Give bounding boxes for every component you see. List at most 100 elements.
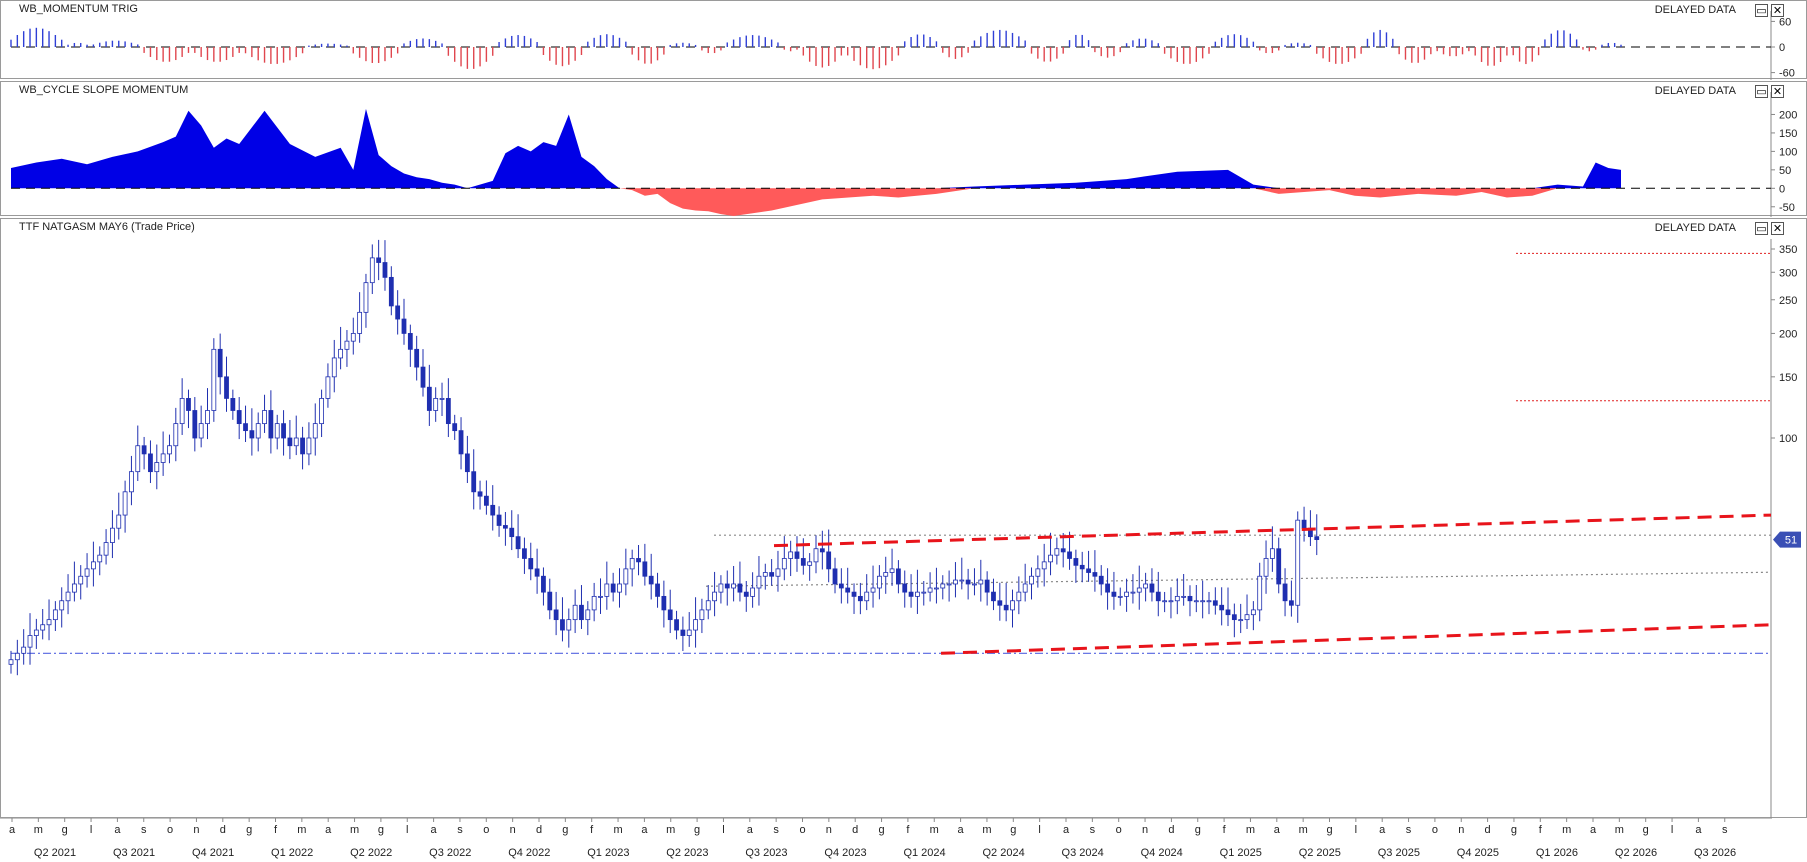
maximize-button[interactable]: ▭ bbox=[1755, 4, 1768, 17]
candle-body bbox=[1086, 568, 1091, 573]
month-label: n bbox=[510, 824, 516, 836]
maximize-button[interactable]: ▭ bbox=[1755, 222, 1768, 235]
candle-body bbox=[851, 591, 857, 597]
quarter-label: Q2 2021 bbox=[34, 847, 76, 859]
candle-body bbox=[395, 305, 401, 320]
month-label: l bbox=[722, 824, 724, 836]
candle-body bbox=[1162, 600, 1168, 603]
delayed-data-label: DELAYED DATA bbox=[1654, 4, 1736, 16]
month-label: g bbox=[62, 824, 68, 836]
quarter-label: Q1 2022 bbox=[271, 847, 313, 859]
maximize-button[interactable]: ▭ bbox=[1755, 85, 1768, 98]
candle-body bbox=[363, 282, 369, 313]
candle-body bbox=[1263, 558, 1269, 577]
quarter-label: Q2 2023 bbox=[666, 847, 708, 859]
candle-body bbox=[1244, 614, 1250, 621]
candle-body bbox=[179, 398, 185, 425]
close-button[interactable]: ✕ bbox=[1771, 85, 1784, 98]
month-label: a bbox=[958, 824, 965, 836]
candle-body bbox=[141, 445, 147, 455]
month-label: o bbox=[167, 824, 173, 836]
candle-body bbox=[243, 423, 248, 432]
candle-body bbox=[490, 504, 496, 516]
candle-body bbox=[471, 471, 477, 493]
month-label: a bbox=[431, 824, 438, 836]
candle-body bbox=[610, 583, 616, 593]
resistance-trendline bbox=[773, 513, 1772, 548]
candle-body bbox=[306, 437, 312, 455]
candle-body bbox=[870, 587, 876, 593]
candle-body bbox=[1035, 568, 1041, 577]
quarter-label: Q2 2025 bbox=[1299, 847, 1341, 859]
candle-body bbox=[1016, 591, 1022, 602]
candle-body bbox=[414, 348, 420, 368]
quarter-label: Q3 2021 bbox=[113, 847, 155, 859]
candle-body bbox=[864, 591, 870, 602]
month-label: l bbox=[1671, 824, 1673, 836]
y-tick-label: 200 bbox=[1779, 109, 1797, 121]
candle-body bbox=[426, 386, 432, 411]
quarter-label: Q4 2025 bbox=[1457, 847, 1499, 859]
candle-body bbox=[1168, 600, 1174, 603]
month-label: m bbox=[930, 824, 939, 836]
month-label: m bbox=[666, 824, 675, 836]
candle-body bbox=[1149, 583, 1155, 593]
candle-body bbox=[1295, 519, 1301, 606]
month-label: a bbox=[1063, 824, 1070, 836]
close-button[interactable]: ✕ bbox=[1771, 4, 1784, 17]
quarter-label: Q1 2026 bbox=[1536, 847, 1578, 859]
quarter-label: Q4 2021 bbox=[192, 847, 234, 859]
month-label: n bbox=[193, 824, 199, 836]
candle-body bbox=[129, 471, 134, 493]
candle-body bbox=[934, 587, 939, 590]
candle-body bbox=[997, 600, 1003, 606]
candle-body bbox=[661, 595, 667, 611]
candle-body bbox=[832, 568, 838, 585]
y-tick-label: 200 bbox=[1779, 328, 1797, 340]
candle-body bbox=[91, 561, 96, 570]
panel-title: WB_CYCLE SLOPE MOMENTUM bbox=[19, 84, 189, 96]
candle-body bbox=[1238, 619, 1244, 622]
month-label: m bbox=[1246, 824, 1255, 836]
candle-body bbox=[1155, 591, 1161, 602]
quarter-label: Q3 2023 bbox=[745, 847, 787, 859]
candle-body bbox=[813, 548, 819, 563]
candle-body bbox=[21, 646, 27, 654]
quarter-label: Q3 2022 bbox=[429, 847, 471, 859]
candle-body bbox=[826, 551, 832, 570]
y-tick-label: 0 bbox=[1779, 42, 1785, 54]
candle-body bbox=[1231, 614, 1237, 621]
candle-body bbox=[781, 558, 787, 570]
candle-body bbox=[1010, 600, 1015, 611]
close-button[interactable]: ✕ bbox=[1771, 222, 1784, 235]
candle-body bbox=[1181, 595, 1187, 598]
candle-body bbox=[84, 568, 90, 577]
month-label: f bbox=[274, 824, 278, 836]
panel-title: TTF NATGASM MAY6 (Trade Price) bbox=[19, 221, 195, 233]
candle-body bbox=[965, 579, 971, 585]
month-label: l bbox=[1355, 824, 1357, 836]
candle-body bbox=[1187, 595, 1193, 602]
candle-body bbox=[1143, 583, 1149, 589]
candle-body bbox=[382, 262, 388, 278]
candle-body bbox=[756, 575, 762, 589]
candle-body bbox=[33, 629, 39, 636]
candle-body bbox=[693, 619, 698, 631]
month-label: s bbox=[773, 824, 779, 836]
candle-body bbox=[1041, 561, 1047, 570]
cycle-chart: 200 150 100 50 0 -50 bbox=[11, 92, 1797, 217]
month-label: g bbox=[562, 824, 568, 836]
candle-body bbox=[503, 525, 508, 529]
candle-body bbox=[655, 583, 660, 597]
candle-body bbox=[40, 624, 46, 631]
month-label: a bbox=[1590, 824, 1597, 836]
candle-body bbox=[984, 579, 990, 593]
candle-body bbox=[97, 554, 103, 563]
candle-body bbox=[959, 579, 965, 582]
candle-body bbox=[522, 548, 527, 559]
month-label: g bbox=[246, 824, 252, 836]
candle-body bbox=[331, 357, 337, 378]
candle-body bbox=[198, 423, 204, 439]
candle-body bbox=[293, 437, 299, 447]
candle-body bbox=[65, 591, 71, 602]
